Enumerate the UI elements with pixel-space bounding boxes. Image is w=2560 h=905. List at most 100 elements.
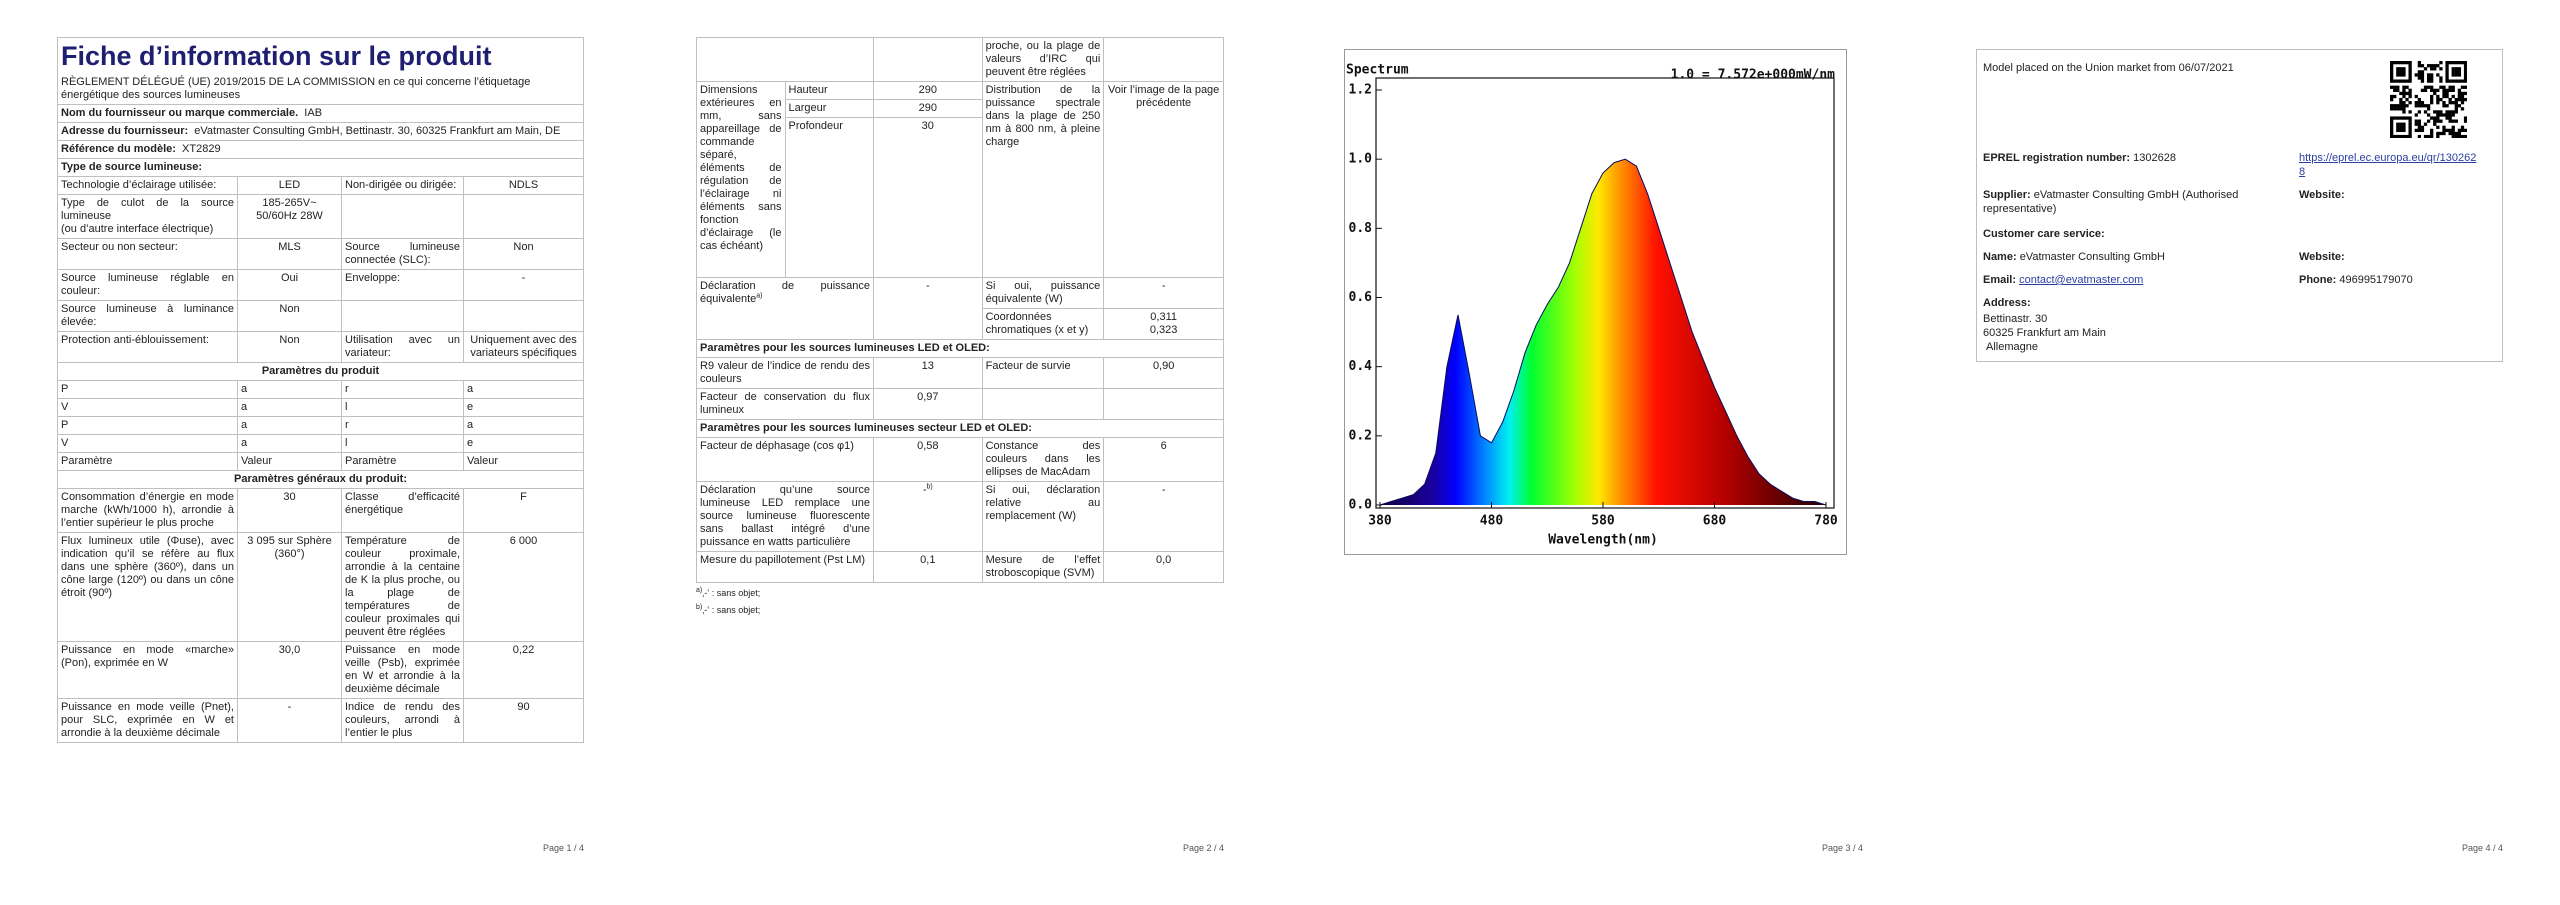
field: https://eprel.ec.europa.eu/qr/1302628 bbox=[2299, 151, 2479, 179]
cell: Si oui, puissance équivalente (W) bbox=[981, 277, 1105, 309]
qr-module bbox=[2390, 122, 2394, 126]
cell: 0,97 bbox=[873, 388, 983, 420]
page-number: Page 3 / 4 bbox=[1821, 843, 1863, 853]
qr-module bbox=[2439, 61, 2443, 65]
qr-module bbox=[2451, 128, 2455, 133]
field-value: eVatmaster Consulting GmbH bbox=[2019, 251, 2165, 263]
field: EPREL registration number: 1302628 bbox=[1983, 151, 2176, 165]
qr-module bbox=[2402, 101, 2406, 105]
cell: 185-265V~ 50/60Hz 28W bbox=[237, 194, 342, 239]
qr-module bbox=[2463, 128, 2467, 133]
table-row: Coordonnées chromatiques (x et y) 0,311 0… bbox=[697, 308, 1224, 340]
field-label: Customer care service: bbox=[1983, 228, 2105, 240]
qr-module bbox=[2442, 101, 2446, 105]
qr-module bbox=[2390, 125, 2394, 129]
qr-module bbox=[2463, 116, 2467, 120]
cell: Largeur bbox=[784, 99, 874, 118]
cell: Secteur ou non secteur: bbox=[57, 238, 238, 270]
qr-module bbox=[2451, 85, 2455, 89]
qr-module bbox=[2454, 70, 2458, 74]
qr-module bbox=[2426, 64, 2431, 68]
qr-module bbox=[2426, 104, 2431, 108]
qr-module bbox=[2430, 134, 2434, 138]
cell: Facteur de déphasage (cos φ1) bbox=[696, 437, 874, 482]
cell: -b) bbox=[873, 481, 983, 552]
qr-module bbox=[2460, 79, 2465, 83]
field-label: Website: bbox=[2299, 189, 2345, 201]
page-2: proche, ou la plage de valeurs d’IRC qui… bbox=[696, 37, 1224, 837]
qr-module bbox=[2454, 107, 2458, 111]
product-table: proche, ou la plage de valeurs d’IRC qui… bbox=[696, 37, 1224, 583]
qr-module bbox=[2408, 76, 2412, 80]
qr-module bbox=[2463, 91, 2467, 96]
cell: 0,311 0,323 bbox=[1103, 308, 1224, 340]
blank-cell bbox=[341, 300, 464, 332]
cell: Non bbox=[237, 331, 342, 363]
qr-module bbox=[2433, 64, 2437, 68]
table-row: Puissance en mode veille (Pnet), pour SL… bbox=[57, 698, 584, 743]
email-link[interactable]: contact@evatmaster.com bbox=[2019, 274, 2144, 286]
qr-module bbox=[2414, 113, 2418, 117]
table-row: Consommation d’énergie en mode marche (k… bbox=[57, 488, 584, 533]
cell: Dimensions extérieures en mm, sans appar… bbox=[696, 81, 786, 278]
field-value: 1302628 bbox=[2133, 152, 2176, 164]
qr-module bbox=[2457, 61, 2462, 65]
eprel-link[interactable]: https://eprel.ec.europa.eu/qr/1302628 bbox=[2299, 152, 2477, 178]
table-row: Source lumineuse réglable en couleur: Oui… bbox=[57, 269, 584, 301]
qr-module bbox=[2396, 125, 2400, 129]
qr-module bbox=[2436, 119, 2440, 123]
qr-module bbox=[2457, 70, 2462, 74]
qr-module bbox=[2454, 67, 2458, 71]
qr-module bbox=[2396, 79, 2400, 83]
table-row: Puissance en mode «marche» (Pon), exprim… bbox=[57, 641, 584, 699]
footnote: a)‚-‛ : sans objet; bbox=[696, 585, 1224, 602]
section-heading: Paramètres pour les sources lumineuses s… bbox=[696, 419, 1224, 438]
section-row: Paramètres généraux du produit: bbox=[57, 470, 584, 489]
qr-module bbox=[2436, 134, 2440, 138]
qr-module bbox=[2426, 73, 2431, 77]
field-label: Supplier: bbox=[1983, 189, 2031, 201]
x-tick-label: 580 bbox=[1591, 514, 1615, 529]
page-number: Page 2 / 4 bbox=[1182, 843, 1224, 853]
qr-module bbox=[2396, 61, 2400, 65]
qr-module bbox=[2430, 64, 2434, 68]
qr-module bbox=[2454, 61, 2458, 65]
qr-module bbox=[2399, 61, 2403, 65]
field: Email: contact@evatmaster.com bbox=[1983, 273, 2143, 287]
product-table: Fiche d’information sur le produit RÈGLEM… bbox=[57, 37, 584, 743]
qr-module bbox=[2448, 101, 2452, 105]
blank-cell bbox=[462, 300, 584, 332]
field: Supplier: eVatmaster Consulting GmbH (Au… bbox=[1983, 188, 2287, 216]
qr-module bbox=[2396, 107, 2400, 111]
table-row: Paramètre Valeur Paramètre Valeur bbox=[57, 452, 584, 471]
qr-module bbox=[2417, 76, 2421, 80]
qr-module bbox=[2417, 61, 2421, 65]
qr-module bbox=[2399, 104, 2403, 108]
cell: Uniquement avec des variateurs spécifiqu… bbox=[462, 331, 584, 363]
info-cell: Adresse du fournisseur: eVatmaster Consu… bbox=[57, 122, 584, 141]
table-row: Dimensions extérieures en mm, sans appar… bbox=[696, 81, 1224, 278]
qr-module bbox=[2445, 88, 2449, 92]
qr-module bbox=[2445, 128, 2449, 133]
qr-module bbox=[2408, 125, 2412, 129]
qr-module bbox=[2463, 73, 2467, 77]
qr-module bbox=[2436, 101, 2440, 105]
qr-module bbox=[2399, 134, 2403, 138]
field: Website: bbox=[2299, 250, 2345, 264]
qr-module bbox=[2463, 119, 2467, 123]
cell-text: 0,311 bbox=[1150, 311, 1177, 323]
cell: Consommation d’énergie en mode marche (k… bbox=[57, 488, 238, 533]
cell-text: Déclaration de puissance équivalente bbox=[700, 280, 870, 305]
qr-module bbox=[2414, 73, 2418, 77]
qr-module bbox=[2405, 134, 2409, 138]
cell: 3 095 sur Sphère (360°) bbox=[237, 532, 342, 642]
table-row: Protection anti-éblouissement: Non Utilisa… bbox=[57, 331, 584, 363]
section-row: Type de source lumineuse: bbox=[57, 158, 584, 177]
qr-module bbox=[2396, 67, 2400, 71]
qr-module bbox=[2451, 134, 2455, 138]
qr-module bbox=[2399, 128, 2403, 133]
cell: - bbox=[462, 269, 584, 301]
table-row: Facteur de déphasage (cos φ1) 0,58 Const… bbox=[696, 437, 1224, 482]
cell: LED bbox=[237, 176, 342, 195]
